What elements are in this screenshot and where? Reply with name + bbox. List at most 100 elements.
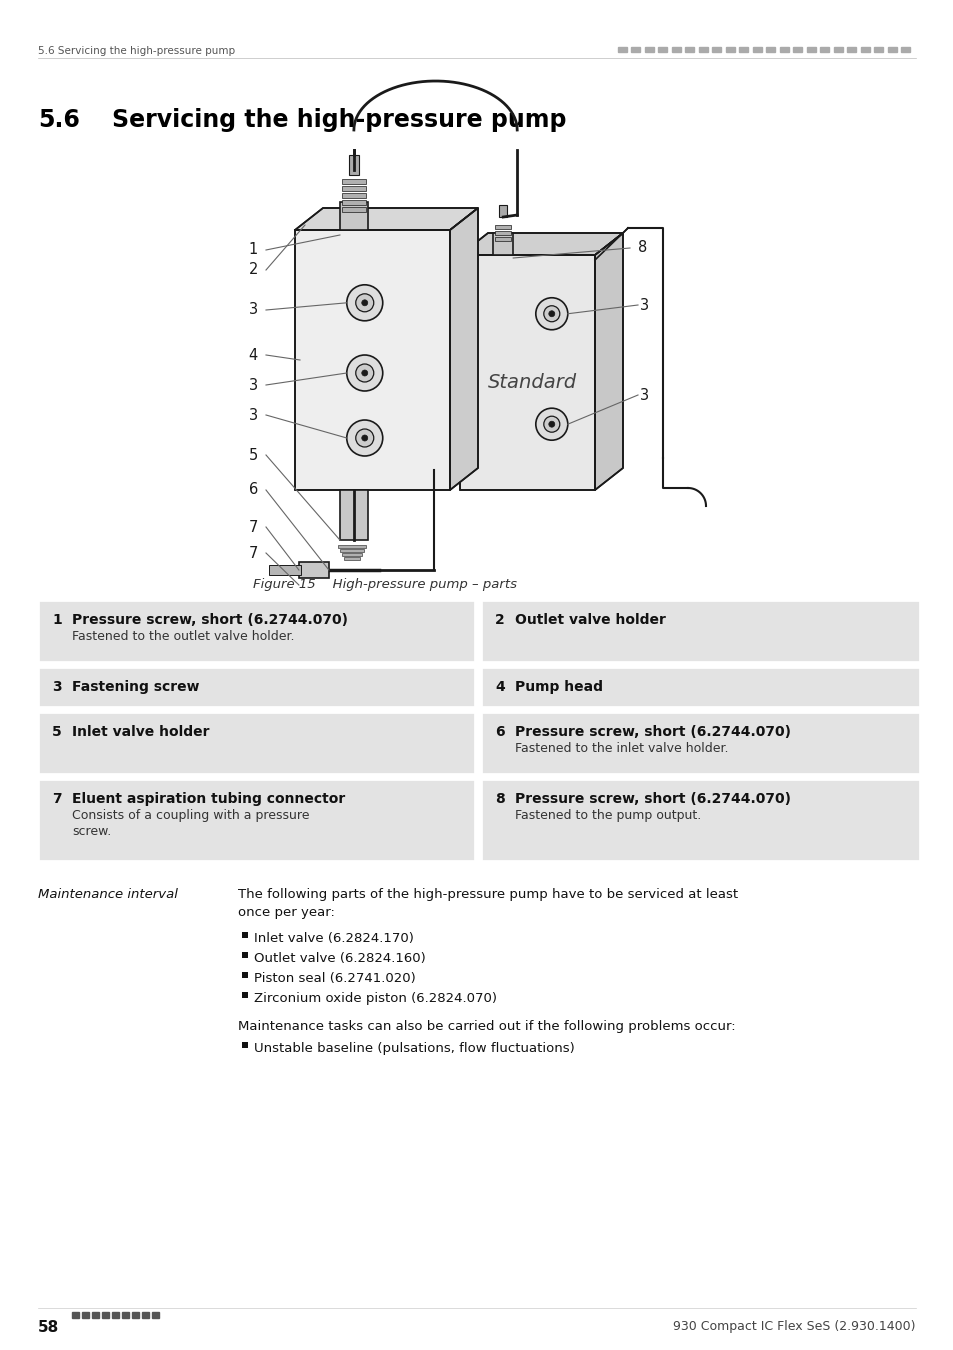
Circle shape xyxy=(361,435,367,441)
Bar xyxy=(349,155,358,176)
Circle shape xyxy=(543,305,559,321)
Circle shape xyxy=(346,355,382,392)
Bar xyxy=(752,47,761,53)
Text: Piston seal (6.2741.020): Piston seal (6.2741.020) xyxy=(253,972,416,986)
Text: Figure 15    High-pressure pump – parts: Figure 15 High-pressure pump – parts xyxy=(253,578,517,591)
Circle shape xyxy=(548,310,555,317)
Bar xyxy=(82,1312,89,1318)
Bar xyxy=(102,1312,109,1318)
Text: Fastening screw: Fastening screw xyxy=(71,680,199,694)
Circle shape xyxy=(543,416,559,432)
Text: 5.6 Servicing the high-pressure pump: 5.6 Servicing the high-pressure pump xyxy=(38,46,234,55)
Bar xyxy=(339,490,368,540)
Bar xyxy=(725,47,734,53)
Bar xyxy=(343,558,359,560)
Text: 58: 58 xyxy=(38,1320,59,1335)
Polygon shape xyxy=(459,234,622,255)
Bar xyxy=(341,180,366,184)
Bar xyxy=(269,566,300,575)
Bar xyxy=(152,1312,159,1318)
Bar xyxy=(887,47,896,53)
Text: 5.6: 5.6 xyxy=(38,108,80,132)
Bar xyxy=(671,47,680,53)
Bar xyxy=(793,47,801,53)
Text: Outlet valve (6.2824.160): Outlet valve (6.2824.160) xyxy=(253,952,425,965)
Bar xyxy=(242,1042,248,1048)
Bar xyxy=(846,47,856,53)
Text: 4: 4 xyxy=(249,347,257,363)
Text: Pressure screw, short (6.2744.070): Pressure screw, short (6.2744.070) xyxy=(515,725,790,738)
Bar xyxy=(91,1312,99,1318)
Text: 8: 8 xyxy=(638,240,646,255)
Circle shape xyxy=(361,300,367,306)
Bar xyxy=(712,47,720,53)
Text: Servicing the high-pressure pump: Servicing the high-pressure pump xyxy=(112,108,566,132)
Text: Fastened to the pump output.: Fastened to the pump output. xyxy=(515,809,700,822)
Polygon shape xyxy=(450,208,477,490)
Text: 7: 7 xyxy=(52,792,62,806)
Bar xyxy=(339,202,368,230)
Bar xyxy=(242,992,248,998)
Bar xyxy=(341,200,366,205)
Bar xyxy=(658,47,667,53)
Text: Maintenance interval: Maintenance interval xyxy=(38,888,177,900)
Text: 5: 5 xyxy=(249,447,257,463)
Bar xyxy=(341,554,361,556)
Text: 3: 3 xyxy=(249,378,257,393)
Bar xyxy=(122,1312,129,1318)
Bar xyxy=(341,207,366,212)
Bar xyxy=(132,1312,139,1318)
Bar xyxy=(806,47,815,53)
Bar xyxy=(38,711,475,774)
Circle shape xyxy=(355,429,374,447)
Text: 3: 3 xyxy=(639,297,648,312)
Text: 8: 8 xyxy=(495,792,504,806)
Text: 6: 6 xyxy=(249,482,257,498)
Bar xyxy=(480,667,919,707)
Bar xyxy=(765,47,775,53)
Text: 3: 3 xyxy=(639,387,648,402)
Circle shape xyxy=(346,420,382,456)
Text: The following parts of the high-pressure pump have to be serviced at least
once : The following parts of the high-pressure… xyxy=(237,888,738,919)
Circle shape xyxy=(536,298,567,329)
Circle shape xyxy=(355,364,374,382)
Bar xyxy=(739,47,748,53)
Text: Fastened to the inlet valve holder.: Fastened to the inlet valve holder. xyxy=(515,743,728,755)
Text: Outlet valve holder: Outlet valve holder xyxy=(515,613,665,626)
Text: 1: 1 xyxy=(52,613,62,626)
Text: Pump head: Pump head xyxy=(515,680,602,694)
Bar xyxy=(874,47,882,53)
Bar xyxy=(337,545,366,548)
Text: 930 Compact IC Flex SeS (2.930.1400): 930 Compact IC Flex SeS (2.930.1400) xyxy=(673,1320,915,1332)
Bar xyxy=(71,1312,79,1318)
Polygon shape xyxy=(459,255,595,490)
Bar xyxy=(495,238,511,242)
Text: Inlet valve holder: Inlet valve holder xyxy=(71,725,210,738)
Text: Fastened to the outlet valve holder.: Fastened to the outlet valve holder. xyxy=(71,630,294,643)
Bar xyxy=(820,47,828,53)
Circle shape xyxy=(536,408,567,440)
Text: Consists of a coupling with a pressure: Consists of a coupling with a pressure xyxy=(71,809,309,822)
Text: 7: 7 xyxy=(249,545,257,560)
Text: 2: 2 xyxy=(495,613,504,626)
Text: Pressure screw, short (6.2744.070): Pressure screw, short (6.2744.070) xyxy=(515,792,790,806)
Circle shape xyxy=(355,294,374,312)
Text: 3: 3 xyxy=(249,302,257,317)
Polygon shape xyxy=(595,234,622,490)
Bar xyxy=(699,47,707,53)
Bar xyxy=(242,972,248,977)
Bar xyxy=(142,1312,149,1318)
Bar xyxy=(480,779,919,861)
Bar xyxy=(498,205,507,217)
Bar xyxy=(495,225,511,230)
Polygon shape xyxy=(294,208,477,230)
Bar xyxy=(38,599,475,662)
Text: 3: 3 xyxy=(52,680,62,694)
Bar xyxy=(480,599,919,662)
Text: 1: 1 xyxy=(249,243,257,258)
Bar xyxy=(644,47,654,53)
Bar xyxy=(631,47,639,53)
Text: 6: 6 xyxy=(495,725,504,738)
Text: Standard: Standard xyxy=(487,373,577,391)
Bar xyxy=(618,47,626,53)
